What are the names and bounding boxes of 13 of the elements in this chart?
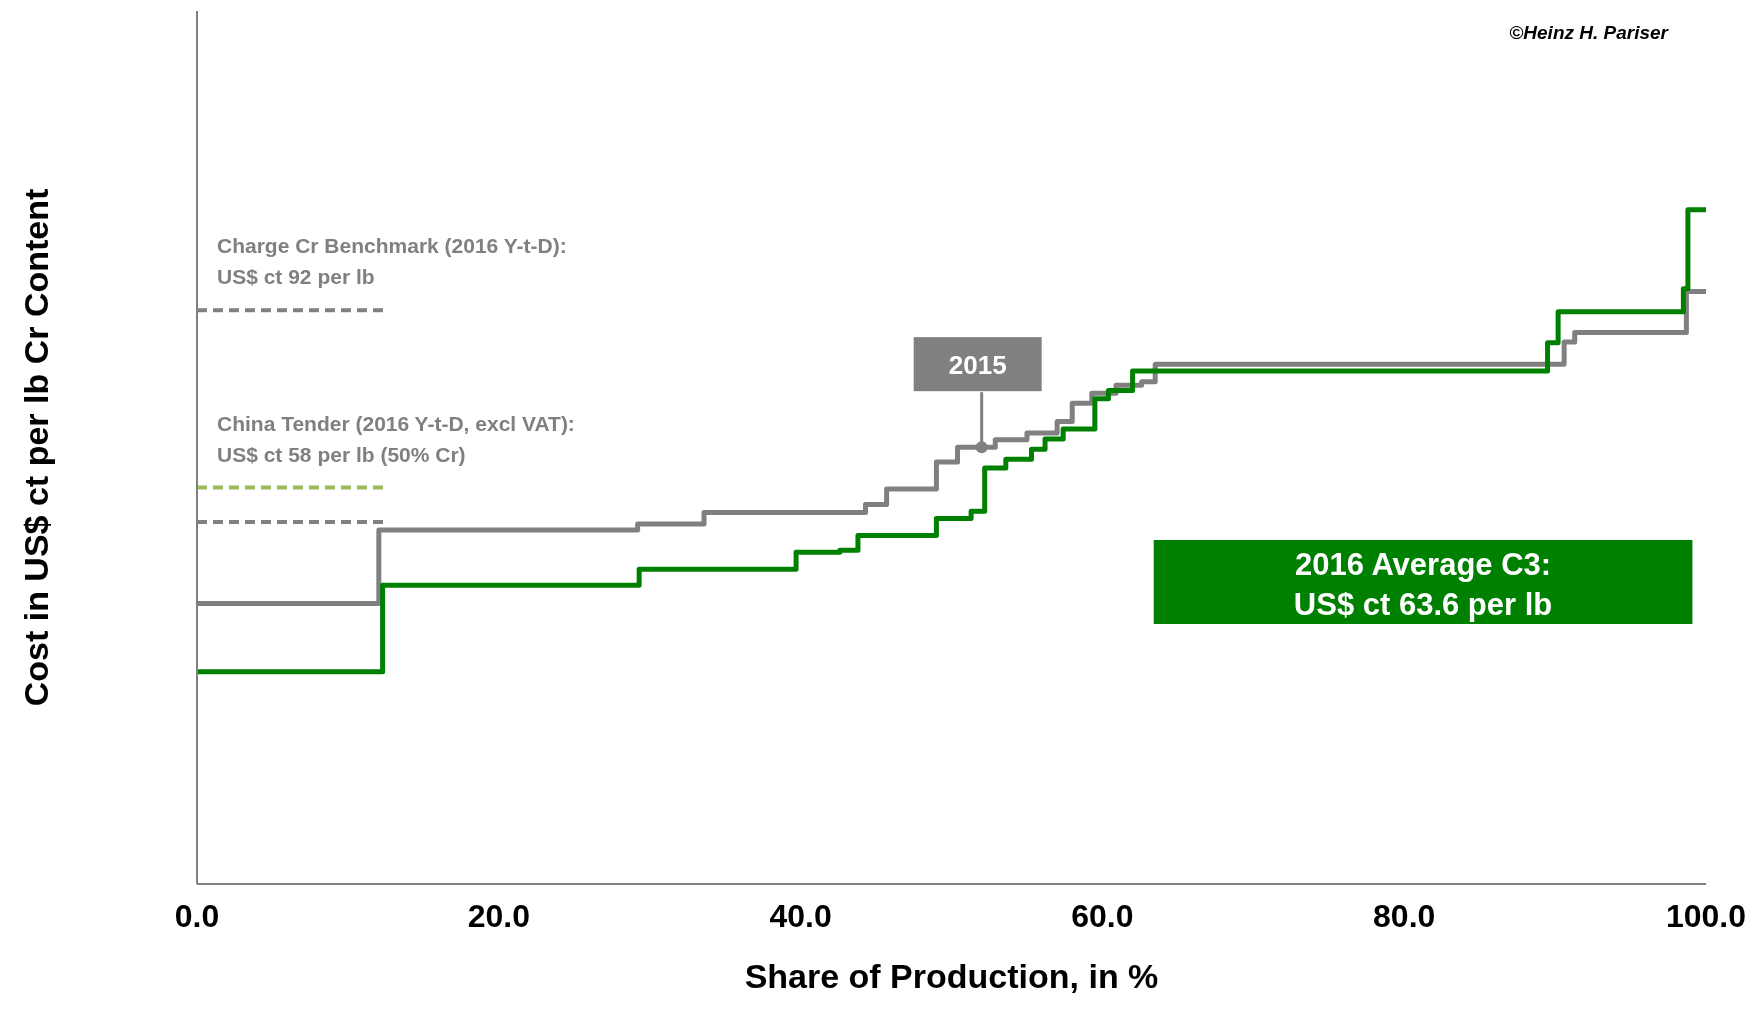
x-tick-label: 0.0 xyxy=(174,897,220,934)
text: ©Heinz H. Pariser xyxy=(1509,22,1670,43)
y-axis-title: Cost in US$ ct per lb Cr Content xyxy=(17,188,55,707)
x-tick-label: 80.0 xyxy=(1373,897,1436,934)
annotation: 2016 Average C3: US$ ct 63.6 per lb xyxy=(1293,547,1553,622)
ref-line-label: Charge Cr Benchmark (2016 Y-t-D): US$ ct 92 per lb xyxy=(217,234,567,289)
x-tick-label: 60.0 xyxy=(1071,897,1134,934)
annotation: 2015 xyxy=(948,350,1007,381)
x-axis-title: Share of Production, in % xyxy=(744,957,1159,995)
x-tick-label: 20.0 xyxy=(467,897,530,934)
x-tick-label: 100.0 xyxy=(1665,897,1747,934)
ref-line-label: China Tender (2016 Y-t-D, excl VAT): US$ ct 58 per lb (50% Cr) xyxy=(217,411,575,466)
x-tick-label: 40.0 xyxy=(769,897,832,934)
